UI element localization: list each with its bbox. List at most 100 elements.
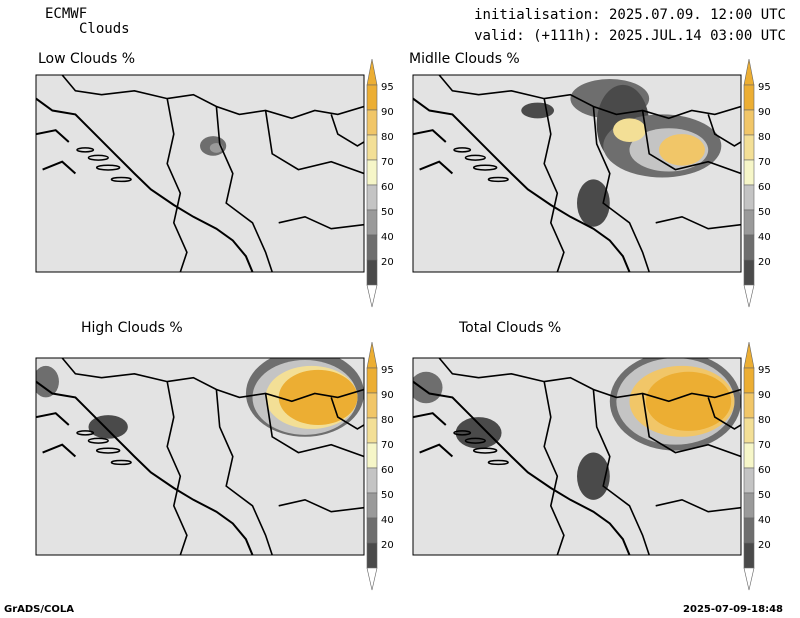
country-border	[61, 358, 364, 403]
map-frame	[412, 74, 742, 273]
colorbar-segment	[743, 259, 755, 286]
map-panel-0: Low Clouds % 95 90 80 70 60 50 40 20	[35, 51, 394, 308]
colorbar-segment	[366, 259, 378, 286]
cloud-area	[252, 359, 358, 435]
island	[453, 430, 472, 436]
panel-title: Low Clouds %	[38, 51, 135, 67]
map-frame	[412, 357, 742, 556]
colorbar-segment	[743, 392, 755, 419]
cloud-area	[629, 128, 709, 172]
island	[110, 459, 132, 466]
island	[472, 164, 498, 171]
colorbar-tick-label: 50	[381, 207, 394, 218]
colorbar-segment	[366, 184, 378, 211]
colorbar-segment	[743, 417, 755, 444]
colorbar-segment	[743, 159, 755, 186]
cloud-area	[596, 84, 650, 164]
colorbar-tick-label: 60	[758, 182, 771, 193]
cloud-area	[209, 142, 223, 153]
colorbar-tick-label: 20	[758, 257, 771, 268]
coastline	[36, 129, 70, 143]
panel-title: High Clouds %	[81, 320, 183, 336]
colorbar-segment	[366, 517, 378, 544]
colorbar-segment	[743, 442, 755, 469]
coastline	[413, 380, 631, 555]
island	[110, 176, 132, 183]
initialisation-time: initialisation: 2025.07.09. 12:00 UTC	[474, 7, 786, 23]
cloud-area	[603, 114, 722, 178]
colorbar-tick-label: 60	[381, 465, 394, 476]
software-credit: GrADS/COLA	[4, 604, 74, 615]
map-frame	[35, 74, 365, 273]
coastline	[36, 97, 254, 272]
cloud-area	[265, 365, 358, 429]
colorbar-segment	[743, 467, 755, 494]
country-border	[592, 389, 650, 555]
colorbar-segment	[743, 184, 755, 211]
map-background	[413, 75, 741, 272]
colorbar-tick-label: 50	[758, 490, 771, 501]
country-border	[438, 75, 741, 120]
colorbar-tick-label: 90	[758, 390, 771, 401]
colorbar-tick-label: 40	[758, 515, 771, 526]
colorbar-tick-label: 80	[758, 415, 771, 426]
colorbar-segment	[743, 134, 755, 161]
colorbar-tick-label: 95	[381, 365, 394, 376]
colorbar-segment	[743, 209, 755, 236]
country-border	[641, 110, 741, 175]
colorbar-segment	[366, 109, 378, 136]
map-panel-2: High Clouds % 95 90 80 70 60 50 40 20	[35, 320, 394, 591]
island	[472, 447, 498, 454]
colorbar-segment	[366, 492, 378, 519]
country-border	[330, 397, 364, 430]
colorbar-segment	[366, 542, 378, 569]
island	[87, 154, 109, 161]
cloud-area	[278, 369, 358, 425]
country-border	[592, 106, 650, 272]
colorbar-segment	[366, 134, 378, 161]
colorbar-top-arrow	[366, 341, 378, 369]
colorbar-segment	[366, 442, 378, 469]
colorbar-tick-label: 70	[758, 157, 771, 168]
colorbar-segment	[743, 109, 755, 136]
country-border	[438, 358, 741, 403]
colorbar-segment	[743, 542, 755, 569]
island	[487, 459, 509, 466]
colorbar-segment	[366, 417, 378, 444]
coastline	[419, 443, 454, 458]
country-border	[278, 215, 364, 230]
colorbar-top-arrow	[366, 58, 378, 86]
colorbar-segment	[366, 159, 378, 186]
country-border	[61, 75, 364, 120]
coastline	[42, 160, 77, 175]
colorbar-tick-label: 60	[758, 465, 771, 476]
cloud-area	[577, 452, 610, 500]
island	[95, 447, 121, 454]
colorbar-segment	[743, 367, 755, 394]
colorbar-tick-label: 80	[381, 415, 394, 426]
colorbar-tick-label: 40	[381, 515, 394, 526]
colorbar-segment	[366, 84, 378, 111]
colorbar-tick-label: 20	[381, 540, 394, 551]
coastline	[413, 97, 631, 272]
coastline	[413, 129, 447, 143]
island	[464, 154, 486, 161]
colorbar-tick-label: 50	[381, 490, 394, 501]
island	[487, 176, 509, 183]
map-panel-3: Total Clouds % 95 90 80 70 60 50 40 20	[412, 320, 771, 591]
colorbar-tick-label: 40	[758, 232, 771, 243]
island	[76, 430, 95, 436]
cloud-area	[245, 358, 364, 437]
colorbar-segment	[366, 467, 378, 494]
island	[87, 437, 109, 444]
colorbar-segment	[366, 209, 378, 236]
country-border	[543, 381, 565, 555]
colorbar-tick-label: 90	[758, 107, 771, 118]
country-border	[215, 389, 273, 555]
cloud-area	[659, 134, 705, 166]
colorbar-tick-label: 60	[381, 182, 394, 193]
product-name: Clouds	[79, 21, 130, 37]
country-border	[707, 397, 741, 430]
colorbar-segment	[743, 84, 755, 111]
country-border	[166, 381, 188, 555]
